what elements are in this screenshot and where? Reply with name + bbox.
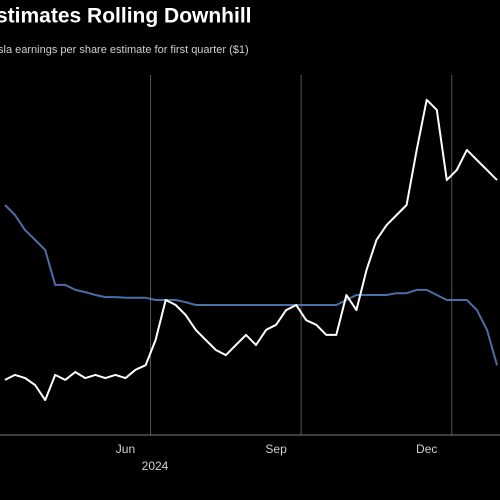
chart-title: stimates Rolling Downhill <box>0 5 252 28</box>
chart-subtitle: sla earnings per share estimate for firs… <box>0 44 249 56</box>
series-line <box>4 204 498 366</box>
series-line <box>4 98 498 402</box>
year-label: 2024 <box>142 459 169 473</box>
x-tick-label: Jun <box>116 442 135 456</box>
x-tick-label: Sep <box>265 442 287 456</box>
x-tick-label: Dec <box>416 442 437 456</box>
